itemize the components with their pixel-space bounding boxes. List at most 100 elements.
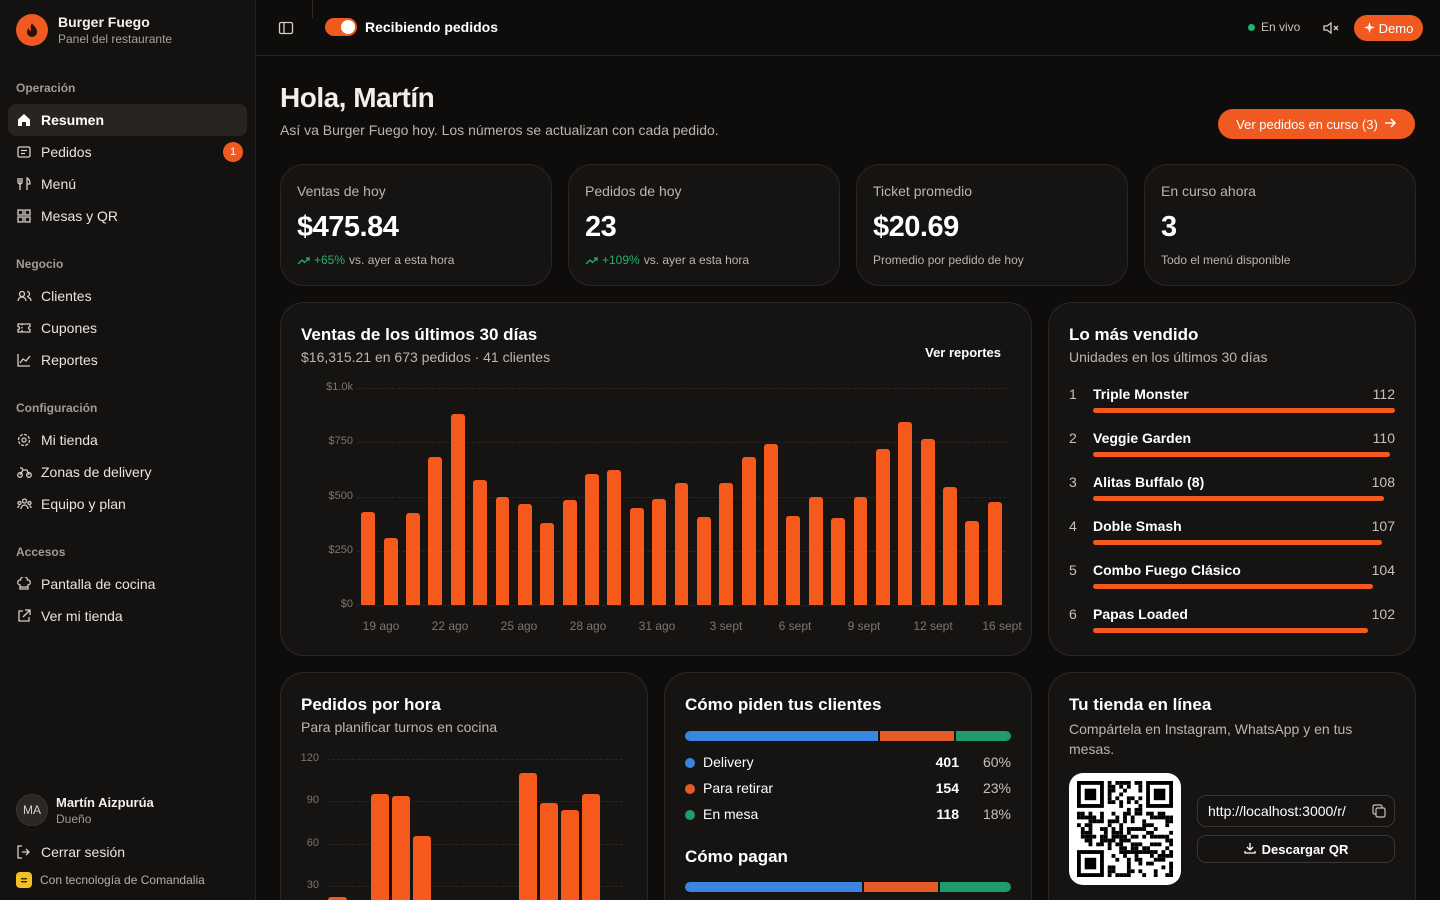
channel-percent: 23% <box>982 780 1011 796</box>
store-qr-code[interactable] <box>1069 773 1181 885</box>
live-dot-icon <box>1248 23 1255 31</box>
kpi-value: 3 <box>1161 211 1177 243</box>
sidebar-item-menu[interactable]: Menú <box>8 168 247 200</box>
sidebar-item-label: Cupones <box>41 320 98 336</box>
payment-segment <box>864 882 939 892</box>
store-url-field[interactable]: http://localhost:3000/r/ <box>1197 795 1395 827</box>
kpi-foot: Promedio por pedido de hoy <box>873 253 1024 267</box>
card-subtitle: Para planificar turnos en cocina <box>301 719 498 735</box>
list-icon <box>16 144 32 160</box>
sales-chart-card: Ventas de los últimos 30 días $16,315.21… <box>280 302 1032 656</box>
sidebar-item-clientes[interactable]: Clientes <box>8 280 247 312</box>
sidebar-item-label: Clientes <box>41 288 92 304</box>
payment-share-bar <box>685 882 1011 892</box>
kpi-foot: +65% vs. ayer a esta hora <box>297 253 454 267</box>
units-sold: 102 <box>1371 606 1395 622</box>
user-profile[interactable]: MA Martín Aizpurúa Dueño <box>16 794 154 826</box>
trending-up-icon <box>585 256 598 264</box>
kpi-card-sales-today: Ventas de hoy $475.84 +65% vs. ayer a es… <box>280 164 552 286</box>
brand[interactable]: Burger Fuego Panel del restaurante <box>16 14 172 46</box>
sidebar-item-reportes[interactable]: Reportes <box>8 344 247 376</box>
list-item[interactable]: 3 Alitas Buffalo (8) 108 <box>1069 474 1395 518</box>
sidebar-item-cupones[interactable]: Cupones <box>8 312 247 344</box>
copy-icon[interactable] <box>1372 804 1386 818</box>
chart-bar <box>328 897 347 900</box>
chart-bar <box>965 521 980 605</box>
chart-bar <box>517 504 532 605</box>
kpi-delta-value: +65% <box>314 253 346 267</box>
units-sold: 107 <box>1371 518 1395 534</box>
view-orders-in-progress-button[interactable]: Ver pedidos en curso (3) <box>1218 109 1415 139</box>
nav-section-accesos: Accesos <box>16 545 66 559</box>
sidebar-item-resumen[interactable]: Resumen <box>8 104 247 136</box>
kpi-value: $20.69 <box>873 211 959 243</box>
sidebar-toggle-icon[interactable] <box>278 20 294 36</box>
live-status: En vivo <box>1248 20 1300 34</box>
kpi-label: Pedidos de hoy <box>585 183 682 199</box>
sidebar-item-zonas-delivery[interactable]: Zonas de delivery <box>8 456 247 488</box>
sidebar-item-mi-tienda[interactable]: Mi tienda <box>8 424 247 456</box>
hourly-orders-card: Pedidos por hora Para planificar turnos … <box>280 672 648 900</box>
chart-x-tick: 28 ago <box>569 619 607 633</box>
chart-bar <box>831 518 846 605</box>
channel-percent: 18% <box>982 806 1011 822</box>
list-item[interactable]: 5 Combo Fuego Clásico 104 <box>1069 562 1395 606</box>
logout-button[interactable]: Cerrar sesión <box>8 836 247 868</box>
page-title: Hola, Martín <box>280 82 435 113</box>
download-qr-button[interactable]: Descargar QR <box>1197 835 1395 863</box>
chart-x-tick: 25 ago <box>500 619 538 633</box>
product-name: Papas Loaded <box>1093 606 1188 622</box>
chart-bar <box>719 483 734 605</box>
chart-gridline <box>357 388 1006 389</box>
product-name: Veggie Garden <box>1093 430 1192 446</box>
list-item[interactable]: 2 Veggie Garden 110 <box>1069 430 1395 474</box>
channel-share-bar <box>685 731 1011 741</box>
channel-name: En mesa <box>703 806 759 822</box>
view-reports-link[interactable]: Ver reportes <box>925 345 1001 360</box>
chart-bar <box>607 470 622 605</box>
chart-bar <box>413 836 432 900</box>
units-bar <box>1093 584 1374 589</box>
sidebar-item-label: Mi tienda <box>41 432 98 448</box>
channel-percent: 60% <box>982 754 1011 770</box>
legend-row: Delivery 401 60% <box>685 753 1011 773</box>
card-subtitle: $16,315.21 en 673 pedidos · 41 clientes <box>301 349 551 365</box>
sidebar-item-equipo-plan[interactable]: Equipo y plan <box>8 488 247 520</box>
chart-x-tick: 3 sept <box>709 619 743 633</box>
rank-number: 6 <box>1069 606 1077 622</box>
kpi-card-orders-today: Pedidos de hoy 23 +109% vs. ayer a esta … <box>568 164 840 286</box>
gear-icon <box>16 432 32 448</box>
units-sold: 104 <box>1371 562 1395 578</box>
channel-name: Delivery <box>703 754 754 770</box>
sidebar-item-pantalla-cocina[interactable]: Pantalla de cocina <box>8 568 247 600</box>
user-name: Martín Aizpurúa <box>56 794 154 810</box>
list-item[interactable]: 6 Papas Loaded 102 <box>1069 606 1395 650</box>
channel-count: 401 <box>935 754 959 770</box>
units-sold: 112 <box>1372 386 1395 402</box>
chart-y-tick: 90 <box>306 794 319 807</box>
payment-segment <box>685 882 863 892</box>
receiving-orders-switch[interactable] <box>325 18 357 36</box>
card-title: Tu tienda en línea <box>1069 695 1212 714</box>
units-bar <box>1093 540 1382 545</box>
chart-bar <box>943 486 957 605</box>
channel-count: 154 <box>935 780 959 796</box>
chart-y-tick: $750 <box>328 435 353 448</box>
chart-bar <box>741 457 756 605</box>
chart-gridline <box>327 759 623 760</box>
channel-segment <box>685 731 879 741</box>
rank-number: 5 <box>1069 562 1077 578</box>
sidebar-item-pedidos[interactable]: Pedidos 1 <box>8 136 247 168</box>
powered-by: Con tecnología de Comandalia <box>16 872 205 888</box>
chart-y-tick: $500 <box>328 489 353 502</box>
units-bar <box>1093 408 1395 413</box>
list-item[interactable]: 4 Doble Smash 107 <box>1069 518 1395 562</box>
chart-bar <box>764 444 778 605</box>
sidebar-item-ver-mi-tienda[interactable]: Ver mi tienda <box>8 600 247 632</box>
logout-icon <box>16 844 32 860</box>
demo-button[interactable]: Demo <box>1354 15 1423 41</box>
sidebar-item-mesas-qr[interactable]: Mesas y QR <box>8 200 247 232</box>
sound-off-icon[interactable] <box>1322 19 1340 37</box>
sidebar-item-label: Menú <box>41 176 77 192</box>
list-item[interactable]: 1 Triple Monster 112 <box>1069 386 1395 430</box>
